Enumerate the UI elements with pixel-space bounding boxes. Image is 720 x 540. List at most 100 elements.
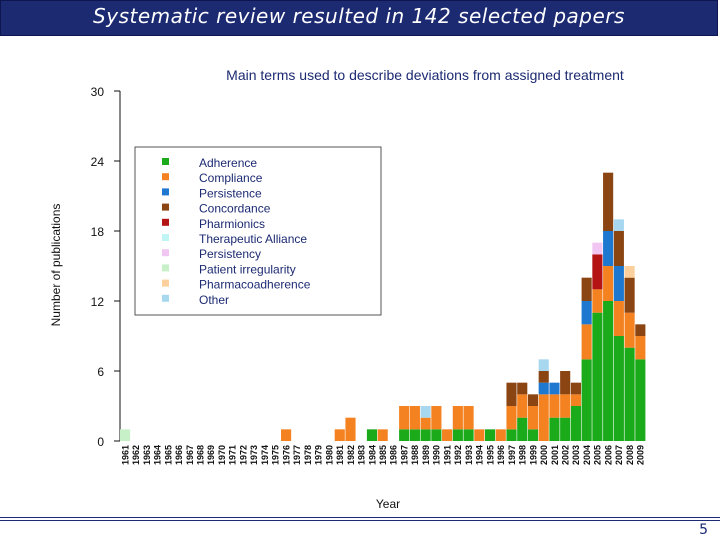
legend-swatch <box>162 173 169 181</box>
bar-segment <box>517 394 528 418</box>
bar-segment <box>613 336 624 441</box>
bar-segment <box>120 429 131 441</box>
bar-segment <box>603 172 614 231</box>
bar-segment <box>495 429 506 441</box>
bar-segment <box>527 429 539 441</box>
x-tick-label: 1988 <box>410 445 420 465</box>
x-tick-label: 1983 <box>357 445 367 465</box>
x-tick-label: 1987 <box>399 445 409 465</box>
x-tick-label: 1970 <box>217 445 227 465</box>
bar-segment <box>581 359 592 441</box>
x-tick-label: 1973 <box>249 445 259 465</box>
page-number: 5 <box>699 522 708 538</box>
bar-segment <box>474 429 485 441</box>
bar-segment <box>409 406 420 430</box>
bar-segment <box>581 301 592 325</box>
bar-segment <box>581 277 592 301</box>
bar-segment <box>560 371 571 395</box>
x-tick-label: 1965 <box>163 445 173 465</box>
bars <box>120 172 646 441</box>
bar-segment <box>409 429 420 441</box>
legend-swatch <box>162 158 169 165</box>
bar-segment <box>538 359 549 371</box>
x-tick-label: 2000 <box>539 445 549 465</box>
bar-segment <box>581 324 592 360</box>
bar-segment <box>517 417 528 441</box>
bar-segment <box>635 359 646 441</box>
legend-entry: Pharmacoadherence <box>199 278 311 292</box>
x-tick-label: 1999 <box>528 445 538 465</box>
x-tick-label: 1967 <box>185 445 195 465</box>
bar-segment <box>570 382 581 395</box>
chart-title: Main terms used to describe deviations f… <box>226 67 624 83</box>
bar-segment <box>560 394 571 418</box>
bar-segment <box>431 406 442 430</box>
bar-segment <box>431 429 442 441</box>
legend-entry: Pharmionics <box>199 217 265 231</box>
x-tick-label: 1990 <box>432 445 442 465</box>
bar-segment <box>281 429 292 441</box>
bar-segment <box>624 312 635 348</box>
legend-entry: Other <box>199 293 229 307</box>
bar-segment <box>506 382 517 406</box>
x-tick-label: 1964 <box>153 445 163 465</box>
x-tick-label: 1992 <box>453 445 463 465</box>
bar-segment <box>603 301 614 441</box>
bar-segment <box>560 417 571 441</box>
slide-title: Systematic review resulted in 142 select… <box>93 4 625 28</box>
bar-segment <box>506 429 517 441</box>
x-tick-label: 2001 <box>550 445 560 465</box>
bar-segment <box>613 301 624 336</box>
x-tick-label: 1989 <box>421 445 431 465</box>
x-ticks: 1961 1962 1963 1964 1965 1966 1967 1968 1969 1970… <box>120 445 645 465</box>
x-tick-label: 1991 <box>442 445 452 465</box>
bar-segment <box>517 382 528 395</box>
x-tick-label: 1977 <box>292 445 302 465</box>
legend-swatch <box>162 203 169 211</box>
legend-entry: Concordance <box>199 202 271 216</box>
x-tick-label: 1972 <box>238 445 248 465</box>
bar-segment <box>442 429 453 441</box>
x-tick-label: 1993 <box>464 445 474 465</box>
footer-line-secondary <box>0 520 720 521</box>
bar-segment <box>463 406 474 430</box>
x-tick-label: 2004 <box>582 445 592 465</box>
x-tick-label: 2002 <box>560 445 570 465</box>
legend-entry: Adherence <box>199 156 257 170</box>
publications-chart: Main terms used to describe deviations f… <box>49 67 646 511</box>
bar-segment <box>549 382 560 395</box>
bar-segment <box>506 406 517 430</box>
x-tick-label: 1969 <box>206 445 216 465</box>
x-tick-label: 1997 <box>507 445 517 465</box>
legend-entry: Persistence <box>199 186 262 200</box>
bar-segment <box>613 266 624 301</box>
bar-segment <box>527 394 539 406</box>
y-axis-label: Number of publications <box>49 204 63 327</box>
x-tick-label: 1974 <box>260 445 270 465</box>
bar-segment <box>624 277 635 313</box>
x-tick-label: 1986 <box>389 445 399 465</box>
bar-segment <box>334 429 345 441</box>
legend-entry: Therapeutic Alliance <box>199 232 307 246</box>
bar-segment <box>452 429 463 441</box>
x-tick-label: 2005 <box>593 445 603 465</box>
y-tick-label: 24 <box>91 155 105 169</box>
bar-segment <box>538 371 549 383</box>
x-tick-label: 1968 <box>196 445 206 465</box>
x-tick-label: 2007 <box>614 445 624 465</box>
x-tick-label: 1981 <box>335 445 345 465</box>
bar-segment <box>624 347 635 441</box>
bar-segment <box>527 406 539 430</box>
bar-segment <box>592 254 603 290</box>
x-tick-label: 1961 <box>120 445 130 465</box>
legend-entry: Compliance <box>199 171 263 185</box>
bar-segment <box>538 394 549 441</box>
footer-line <box>0 517 720 518</box>
legend-swatch <box>162 249 169 257</box>
bar-segment <box>420 406 431 418</box>
y-tick-label: 6 <box>97 365 104 379</box>
legend-swatch <box>162 234 169 241</box>
x-axis-label: Year <box>376 497 400 511</box>
bar-segment <box>452 406 463 430</box>
